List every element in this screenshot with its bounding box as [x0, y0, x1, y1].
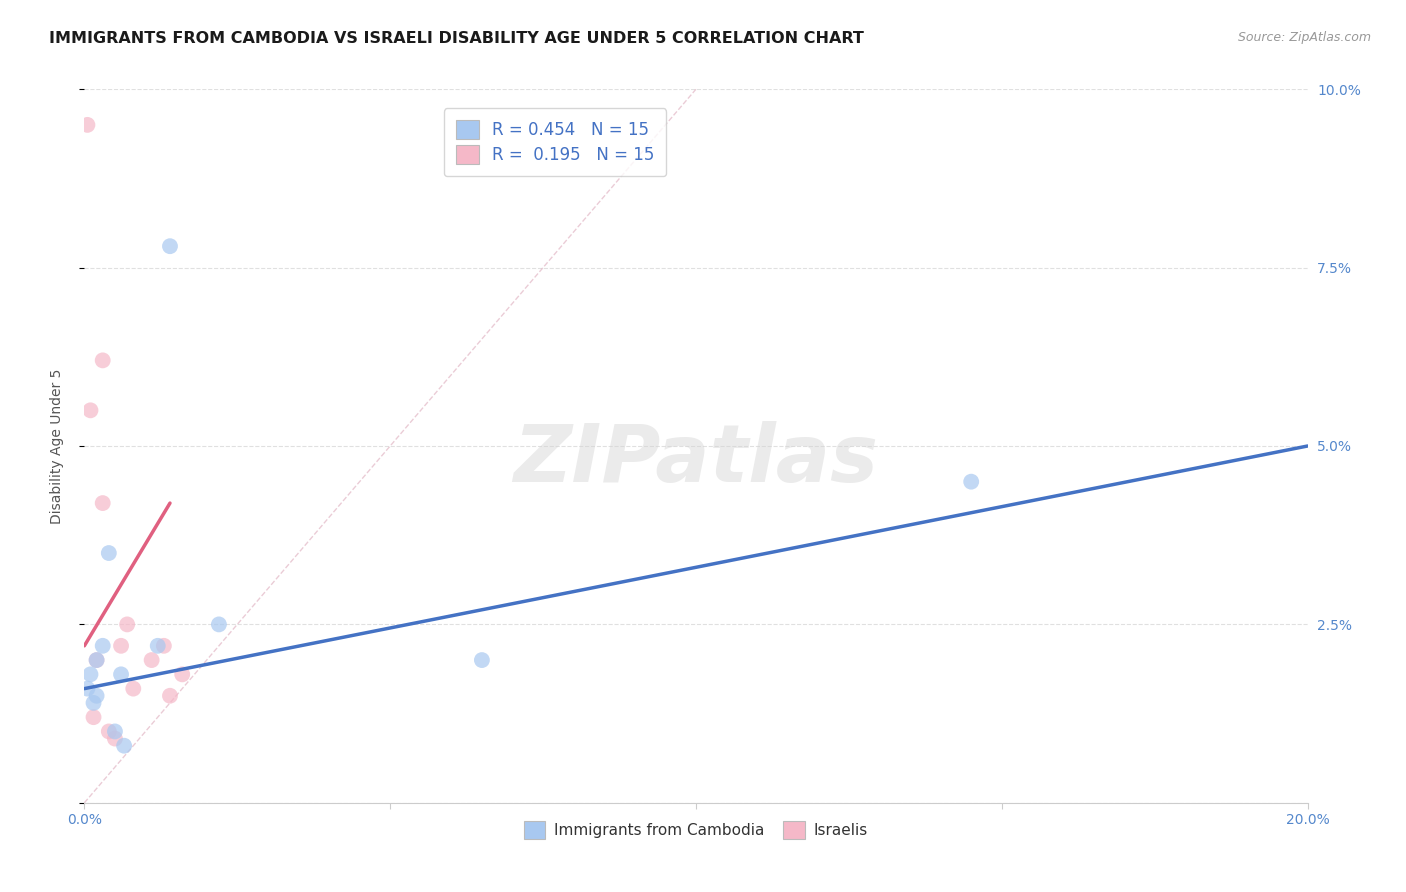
Point — [104, 731, 127, 746]
Text: IMMIGRANTS FROM CAMBODIA VS ISRAELI DISABILITY AGE UNDER 5 CORRELATION CHART: IMMIGRANTS FROM CAMBODIA VS ISRAELI DISA… — [49, 31, 865, 46]
Point — [86, 653, 108, 667]
Point — [91, 353, 114, 368]
Point — [86, 689, 108, 703]
Point — [110, 667, 132, 681]
Point — [79, 403, 101, 417]
Text: Source: ZipAtlas.com: Source: ZipAtlas.com — [1237, 31, 1371, 45]
Point — [83, 696, 105, 710]
Point — [83, 710, 105, 724]
Point — [960, 475, 983, 489]
Point — [110, 639, 132, 653]
Legend: Immigrants from Cambodia, Israelis: Immigrants from Cambodia, Israelis — [517, 815, 875, 845]
Point — [104, 724, 127, 739]
Point — [76, 681, 98, 696]
Point — [153, 639, 176, 653]
Point — [76, 118, 98, 132]
Y-axis label: Disability Age Under 5: Disability Age Under 5 — [49, 368, 63, 524]
Point — [141, 653, 163, 667]
Point — [146, 639, 169, 653]
Point — [115, 617, 138, 632]
Point — [112, 739, 135, 753]
Point — [97, 546, 120, 560]
Point — [97, 724, 120, 739]
Point — [91, 496, 114, 510]
Point — [159, 239, 181, 253]
Point — [172, 667, 194, 681]
Text: ZIPatlas: ZIPatlas — [513, 421, 879, 500]
Point — [122, 681, 145, 696]
Point — [86, 653, 108, 667]
Point — [471, 653, 494, 667]
Point — [208, 617, 231, 632]
Point — [91, 639, 114, 653]
Point — [79, 667, 101, 681]
Point — [159, 689, 181, 703]
